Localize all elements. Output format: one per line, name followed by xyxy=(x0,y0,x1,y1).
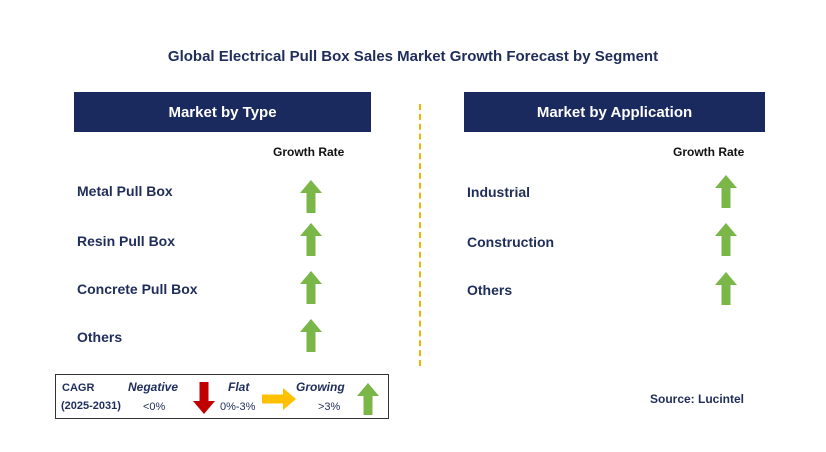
legend-growing-label: Growing xyxy=(296,380,345,394)
legend-period: (2025-2031) xyxy=(61,400,121,412)
application-row-label: Industrial xyxy=(467,184,531,200)
application-growth-rate-label: Growth Rate xyxy=(673,145,745,159)
legend-flat-range: 0%-3% xyxy=(220,401,256,413)
legend-negative-range: <0% xyxy=(143,401,166,413)
legend-cagr-label: CAGR xyxy=(62,382,95,394)
up-arrow-icon xyxy=(300,271,322,304)
up-arrow-icon xyxy=(300,180,322,213)
type-row-label: Concrete Pull Box xyxy=(77,281,198,297)
right-arrow-icon xyxy=(262,388,296,410)
type-row-label: Resin Pull Box xyxy=(77,233,176,249)
up-arrow-icon xyxy=(357,383,379,415)
type-panel-header: Market by Type xyxy=(74,92,371,132)
chart-title: Global Electrical Pull Box Sales Market … xyxy=(167,48,659,65)
up-arrow-icon xyxy=(300,319,322,352)
legend-flat-label: Flat xyxy=(228,380,250,394)
source-note: Source: Lucintel xyxy=(650,392,745,406)
up-arrow-icon xyxy=(715,223,737,256)
down-arrow-icon xyxy=(193,382,215,414)
type-growth-rate-label: Growth Rate xyxy=(273,145,345,159)
up-arrow-icon xyxy=(715,175,737,208)
panel-divider xyxy=(419,104,421,366)
legend-negative-label: Negative xyxy=(128,380,179,394)
up-arrow-icon xyxy=(300,223,322,256)
application-panel-header: Market by Application xyxy=(464,92,765,132)
type-row-label: Metal Pull Box xyxy=(77,183,173,199)
application-row-label: Construction xyxy=(467,234,555,250)
legend-growing-range: >3% xyxy=(318,401,341,413)
type-row-label: Others xyxy=(77,329,123,345)
cagr-legend xyxy=(55,374,389,419)
up-arrow-icon xyxy=(715,272,737,305)
application-row-label: Others xyxy=(467,282,513,298)
